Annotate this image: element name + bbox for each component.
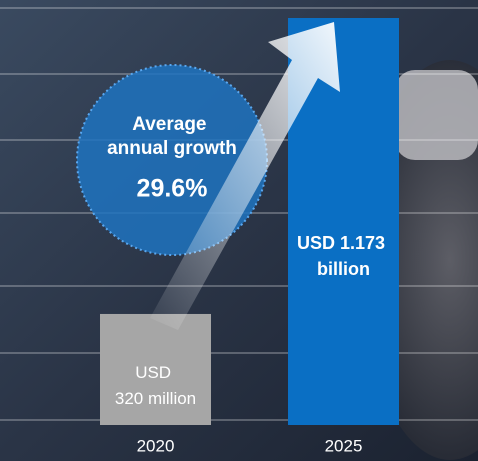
- background-headset: [395, 70, 478, 160]
- bar: [100, 313, 211, 425]
- annotation: Average annual growth: [107, 114, 237, 159]
- x-tick-label: 2020: [137, 436, 175, 455]
- value-label: USD 320 million: [115, 363, 196, 408]
- annotation-value: 29.6%: [137, 175, 208, 203]
- x-tick-label: 2025: [325, 436, 363, 455]
- growth-arrow: [150, 22, 340, 330]
- value-label: USD 1.173 billion: [297, 233, 390, 279]
